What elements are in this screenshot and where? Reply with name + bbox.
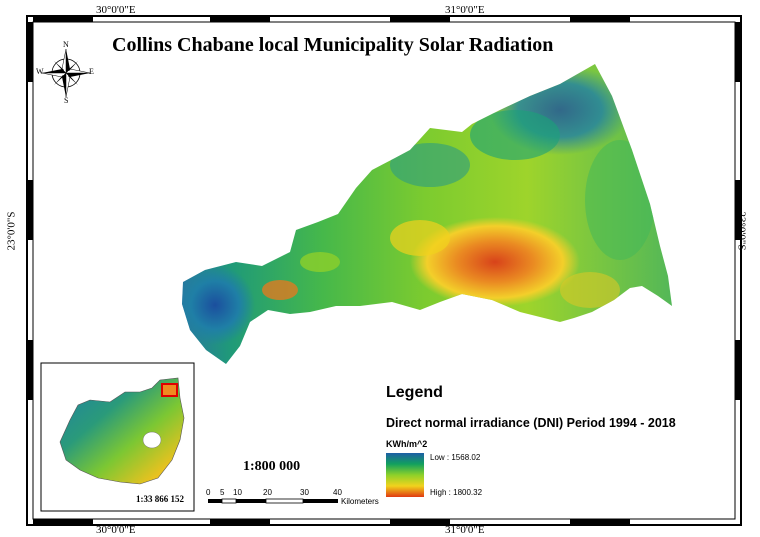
municipality-raster <box>182 64 672 364</box>
graticule-top-right: 31°0'0"E <box>445 4 485 16</box>
border-ticks <box>27 16 741 525</box>
compass-rose-icon <box>41 48 91 98</box>
graticule-right: 23°0'0"S <box>735 211 748 251</box>
legend-heading: Legend <box>386 384 443 401</box>
compass-n: N <box>63 40 69 49</box>
graticule-bottom-left: 30°0'0"E <box>96 524 136 536</box>
map-title: Collins Chabane local Municipality Solar… <box>112 34 554 56</box>
legend-color-ramp <box>386 453 424 497</box>
graticule-top-left: 30°0'0"E <box>96 4 136 16</box>
legend-layer-name: Direct normal irradiance (DNI) Period 19… <box>386 416 676 430</box>
inset-scale-ratio: 1:33 866 152 <box>136 494 184 504</box>
scale-tick: 10 <box>233 488 242 497</box>
scale-tick: 5 <box>220 488 225 497</box>
inner-border <box>32 21 736 520</box>
legend-low-value: Low : 1568.02 <box>430 453 481 462</box>
scale-tick: 0 <box>206 488 211 497</box>
lesotho-hole <box>142 431 162 449</box>
scale-tick: 20 <box>263 488 272 497</box>
study-area-box[interactable] <box>161 383 178 397</box>
legend-high-value: High : 1800.32 <box>430 488 483 497</box>
graticule-left: 23°0'0"S <box>5 211 18 251</box>
compass-e: E <box>89 67 94 76</box>
scale-tick: 30 <box>300 488 309 497</box>
scale-tick: 40 <box>333 488 342 497</box>
scale-bar <box>208 498 338 504</box>
legend-unit: KWh/m^2 <box>386 439 428 449</box>
scale-unit: Kilometers <box>341 497 379 506</box>
outer-border <box>26 15 742 526</box>
graticule-bottom-right: 31°0'0"E <box>445 524 485 536</box>
scale-ratio: 1:800 000 <box>243 459 301 474</box>
south-africa-outline <box>59 377 185 485</box>
compass-s: S <box>64 96 69 105</box>
compass-w: W <box>36 67 44 76</box>
